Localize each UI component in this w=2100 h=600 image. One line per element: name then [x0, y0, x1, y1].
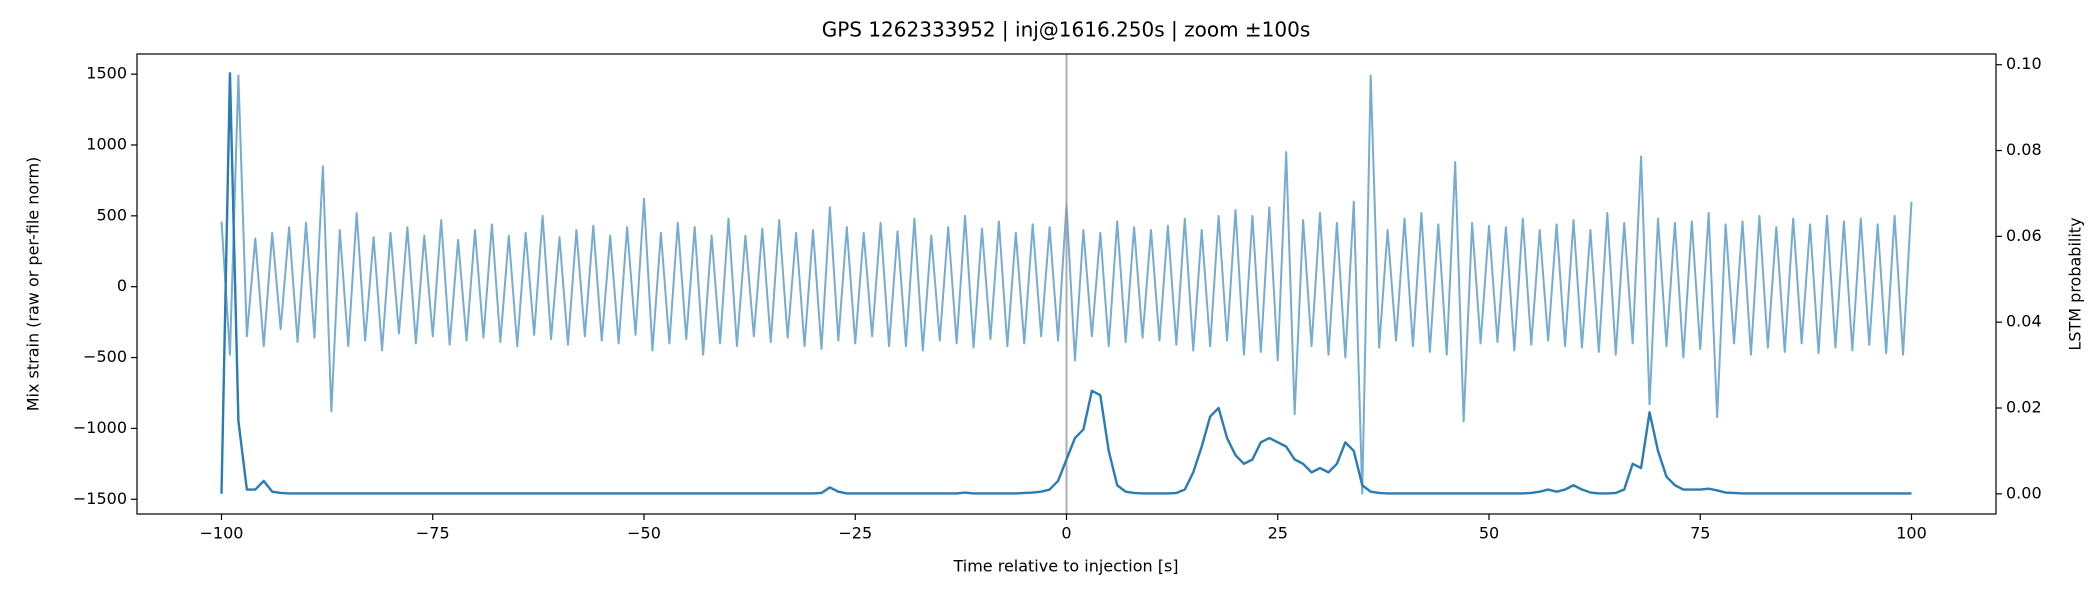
- y2-axis-label: LSTM probability: [2066, 217, 2085, 350]
- x-tick-label: −25: [838, 524, 872, 543]
- x-tick-label: −50: [627, 524, 661, 543]
- x-tick-label: −75: [416, 524, 450, 543]
- y-tick-label: −500: [83, 347, 127, 366]
- y2-tick-label: 0.02: [2006, 398, 2042, 417]
- y2-tick-label: 0.04: [2006, 312, 2042, 331]
- x-tick-label: 75: [1690, 524, 1710, 543]
- y-tick-label: 1500: [86, 64, 127, 83]
- y-tick-label: 500: [96, 205, 127, 224]
- y2-tick-label: 0.10: [2006, 54, 2042, 73]
- x-tick-label: 25: [1268, 524, 1288, 543]
- series-line: [220, 72, 1912, 495]
- x-tick-label: −100: [200, 524, 244, 543]
- y2-tick-label: 0.08: [2006, 140, 2042, 159]
- y-tick-label: −1500: [73, 489, 127, 508]
- y-tick-label: 1000: [86, 134, 127, 153]
- plot-frame: [136, 53, 1997, 515]
- x-tick-label: 0: [1061, 524, 1071, 543]
- chart-title: GPS 1262333952 | inj@1616.250s | zoom ±1…: [822, 18, 1311, 42]
- x-tick-label: 100: [1896, 524, 1927, 543]
- y2-tick-label: 0.00: [2006, 483, 2042, 502]
- y2-tick-label: 0.06: [2006, 226, 2042, 245]
- y-tick-label: −1000: [73, 418, 127, 437]
- y-axis-label: Mix strain (raw or per-file norm): [24, 157, 43, 412]
- y-tick-label: 0: [117, 276, 127, 295]
- x-axis-label: Time relative to injection [s]: [952, 557, 1178, 576]
- x-tick-label: 50: [1479, 524, 1499, 543]
